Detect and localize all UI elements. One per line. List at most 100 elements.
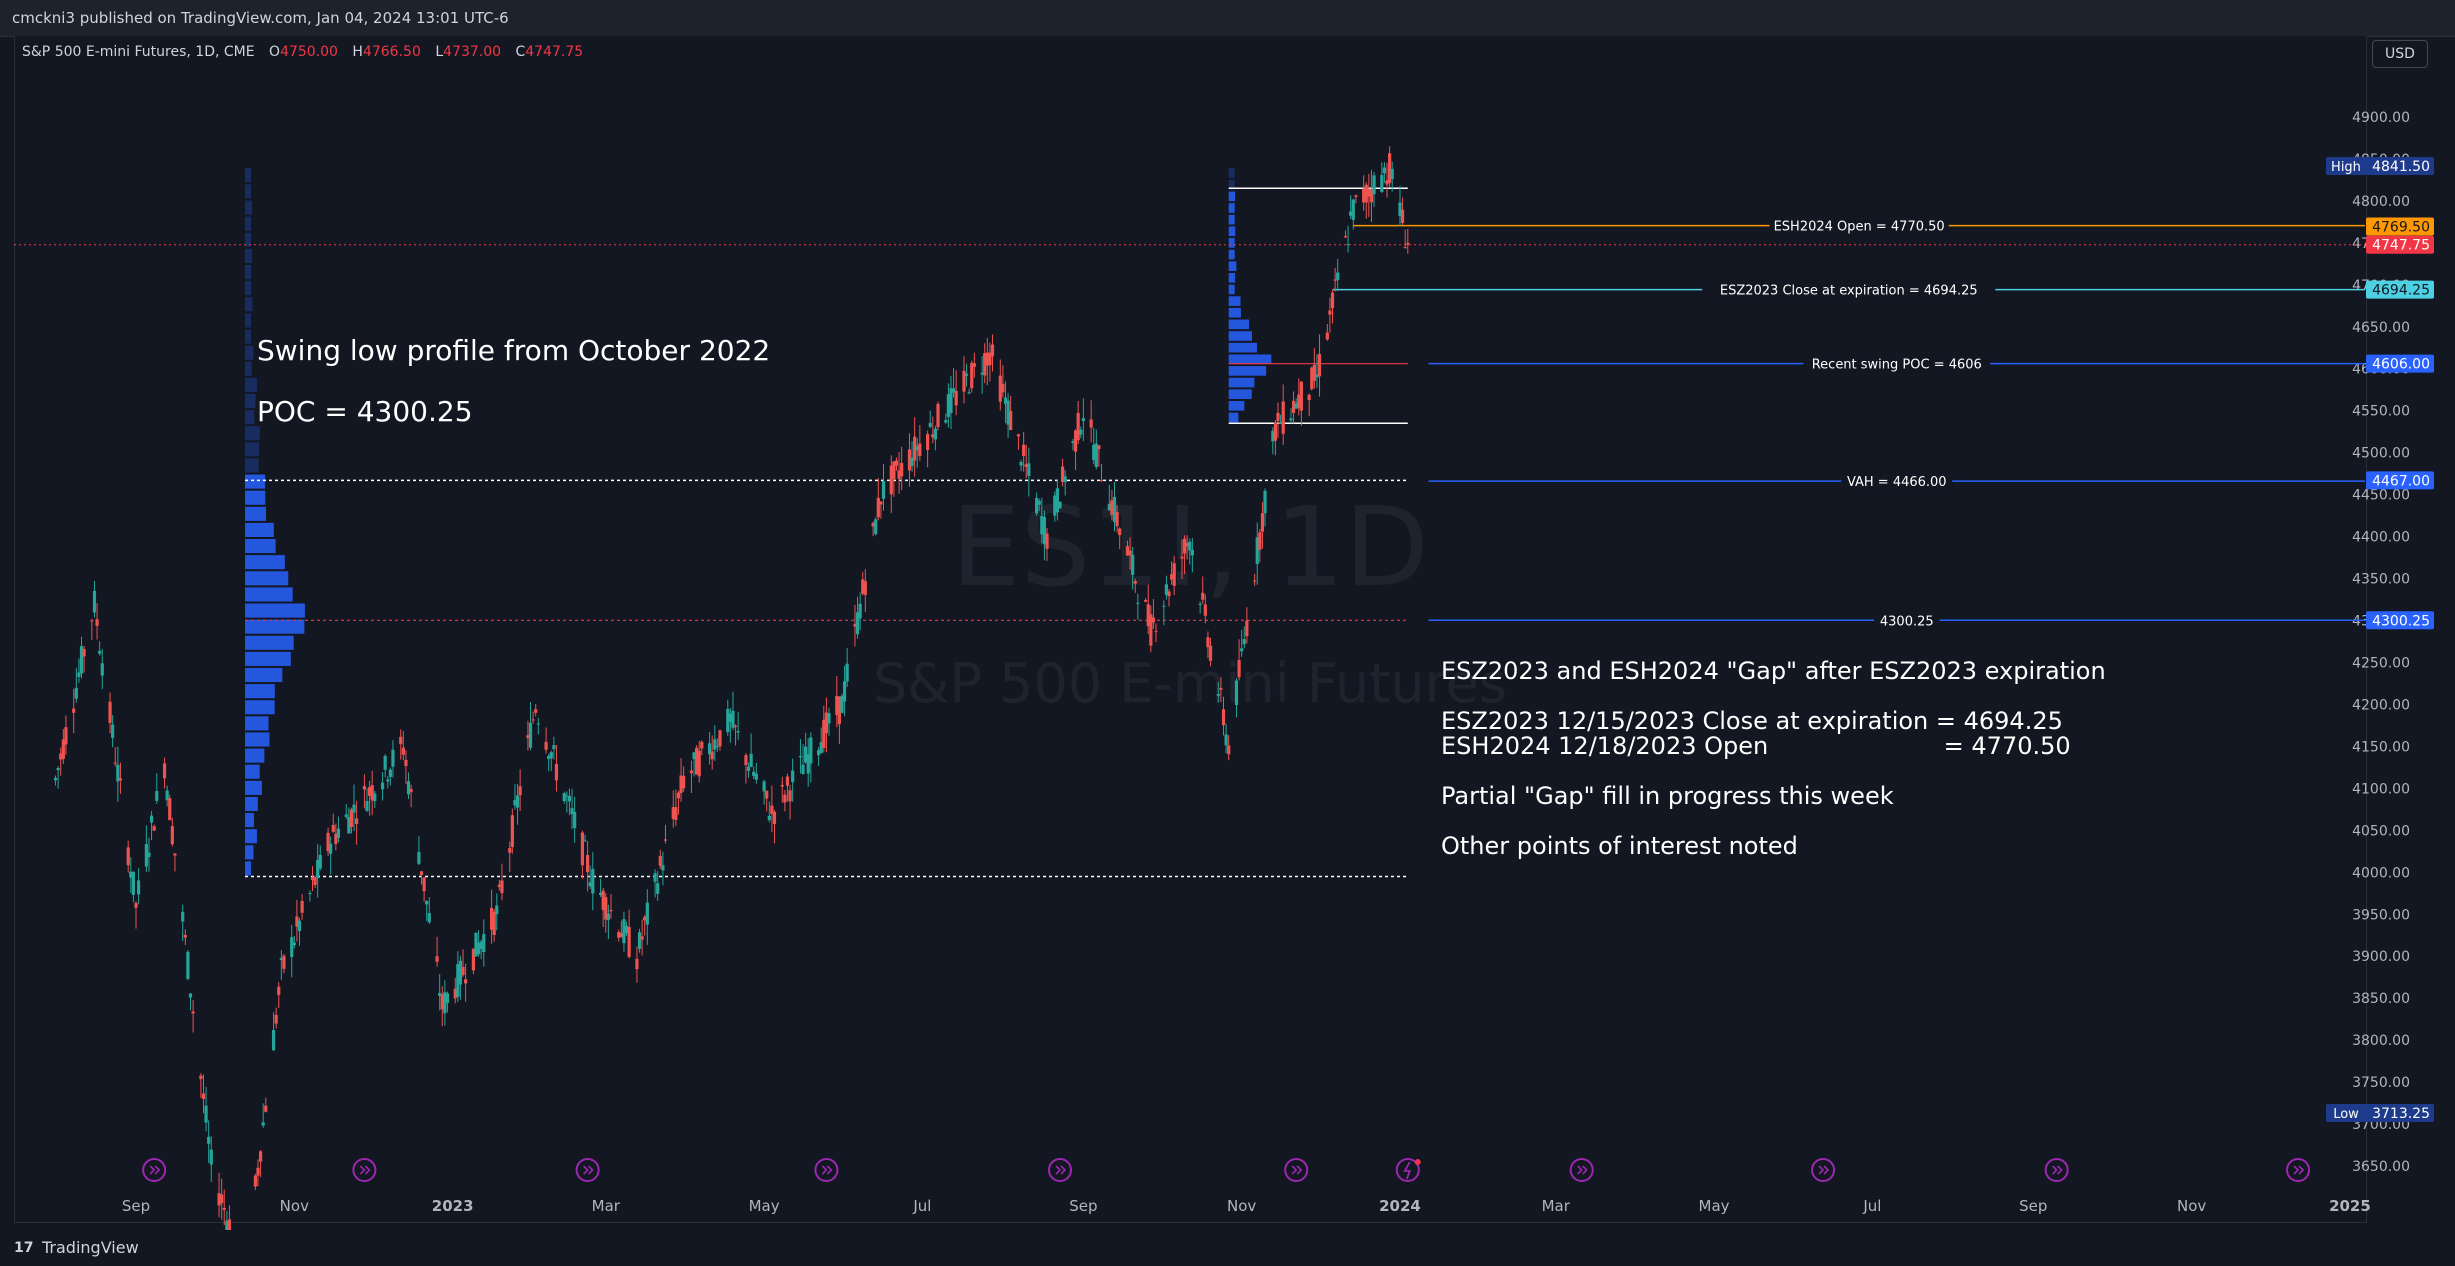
candle-body [64, 727, 68, 745]
candle-body [279, 957, 283, 961]
tradingview-brand[interactable]: 17 TradingView [14, 1238, 139, 1257]
candle-body [754, 773, 758, 780]
candle-body [822, 719, 826, 748]
candle-body [863, 581, 867, 595]
volume-profile-row [245, 700, 275, 715]
candle-body [552, 745, 556, 750]
candle-body [1242, 639, 1246, 645]
economic-event-icon[interactable] [1811, 1158, 1836, 1182]
candle-body [604, 897, 608, 920]
event-circle [814, 1158, 839, 1182]
candle-body [1299, 381, 1303, 411]
economic-event-icon[interactable] [1284, 1158, 1309, 1182]
candle-body [435, 956, 439, 962]
candle-body [1188, 541, 1192, 551]
candle-body [1071, 441, 1075, 444]
candle-body [526, 735, 530, 739]
candle-body [591, 869, 595, 894]
candle-body [373, 793, 377, 802]
candle-body [1294, 403, 1298, 409]
x-tick-label: Jul [912, 1197, 931, 1215]
candle-body [297, 920, 302, 932]
candle-body [406, 781, 411, 795]
economic-event-icon[interactable] [1569, 1158, 1594, 1182]
y-tick-label: 4650.00 [2352, 320, 2410, 336]
x-tick-label: Nov [1227, 1197, 1256, 1215]
volume-profile-row [1228, 354, 1272, 365]
gap-fill-annotation: Partial "Gap" fill in progress this week [1441, 782, 1894, 810]
volume-profile-row [245, 442, 260, 457]
publish-info: cmckni3 published on TradingView.com, Ja… [12, 9, 509, 27]
candle-body [1219, 687, 1223, 690]
y-tick-label: 4250.00 [2352, 655, 2410, 671]
volume-profile-row [1228, 179, 1235, 190]
volume-profile-row [1228, 284, 1235, 295]
chart-pane[interactable] [14, 36, 2367, 1223]
candle-body [295, 916, 299, 927]
candle-body [534, 709, 538, 713]
candle-body [1112, 496, 1117, 522]
candle-body [1131, 554, 1135, 575]
candle-body [697, 750, 701, 777]
price-axis-label-bg [2366, 217, 2434, 236]
candle-body [1398, 202, 1402, 217]
economic-event-icon[interactable] [814, 1158, 839, 1182]
x-tick-label: Nov [280, 1197, 309, 1215]
economic-event-icon[interactable] [352, 1158, 377, 1182]
candle-body [617, 932, 621, 938]
candle-body [962, 370, 966, 392]
low-label: L [435, 44, 444, 60]
candle-body [1118, 528, 1122, 536]
volume-profile-row [245, 377, 257, 392]
candle-body [1092, 444, 1096, 461]
candle-body [1006, 400, 1010, 425]
candle-body [1019, 462, 1023, 466]
candle-body [1297, 394, 1301, 409]
volume-profile-row [245, 587, 293, 602]
candle-body [970, 362, 974, 389]
candle-body [1406, 242, 1410, 245]
candle-body [783, 794, 787, 803]
event-circle [142, 1158, 167, 1182]
candle-body [842, 681, 847, 702]
volume-profile-row [245, 732, 270, 747]
economic-event-icon[interactable] [1047, 1158, 1072, 1182]
candle-body [344, 814, 348, 817]
candle-body [643, 916, 647, 921]
candle-body [1079, 429, 1083, 435]
volume-profile-row [245, 393, 256, 409]
candle-body [1289, 418, 1293, 421]
swing-low-volume-profile [245, 168, 1408, 878]
close-label: C [515, 44, 526, 60]
candle-body [1315, 374, 1319, 378]
candle-body [547, 755, 551, 759]
y-tick-label: 3900.00 [2352, 949, 2410, 965]
candle-body [207, 1136, 211, 1144]
economic-event-icon[interactable] [2044, 1158, 2069, 1182]
candle-body [386, 779, 390, 782]
candle-body [1164, 584, 1169, 595]
candle-body [417, 852, 421, 864]
candle-body [508, 848, 512, 853]
candle-body [113, 762, 117, 764]
candle-body [191, 1011, 195, 1014]
volume-profile-row [1228, 377, 1255, 388]
candle-body [749, 753, 753, 767]
economic-event-icon[interactable] [2286, 1158, 2311, 1182]
reference-line-label: 4300.25 [1880, 614, 1934, 629]
candle-body [853, 624, 857, 627]
candle-body [1273, 422, 1278, 441]
economic-event-icon[interactable] [575, 1158, 600, 1182]
earnings-event-icon[interactable] [1395, 1158, 1421, 1182]
candle-body [1149, 614, 1153, 646]
economic-event-icon[interactable] [142, 1158, 167, 1182]
candle-body [858, 603, 862, 619]
currency-button[interactable]: USD [2372, 40, 2428, 68]
candle-body [622, 919, 626, 944]
reference-line-label-bg [1803, 354, 1991, 373]
reference-line-label-bg [1841, 472, 1953, 491]
candle-body [536, 723, 540, 725]
low-marker-value: 3713.25 [2372, 1106, 2430, 1122]
candle-body [635, 958, 639, 970]
